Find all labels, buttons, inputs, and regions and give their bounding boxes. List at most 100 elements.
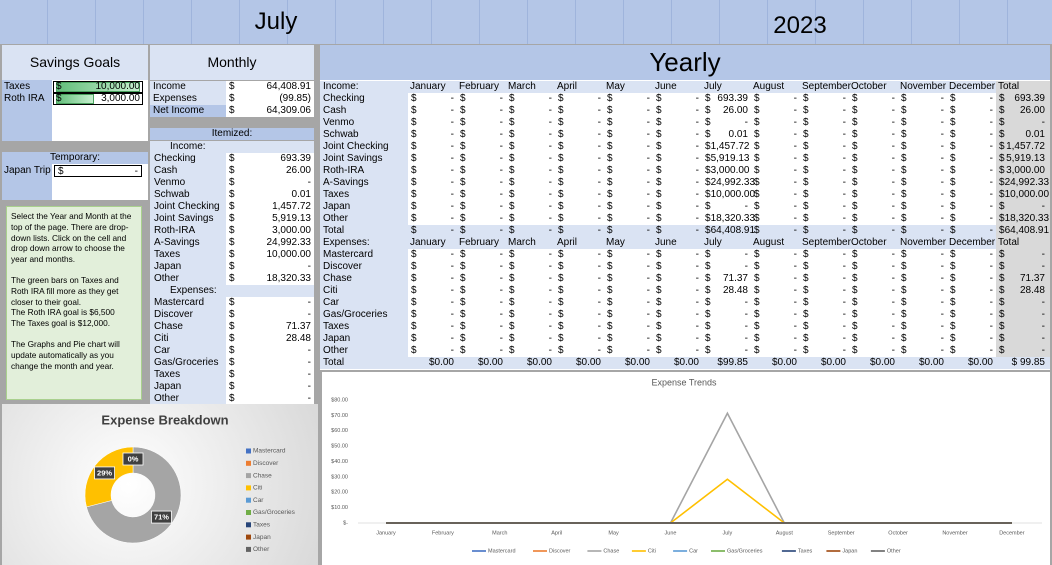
goal-value: $10,000.00 <box>53 81 143 93</box>
currency: $ <box>754 273 760 284</box>
currency: $ <box>411 261 417 272</box>
currency: $ <box>852 129 858 140</box>
amount: - <box>989 273 993 284</box>
amount: - <box>695 105 699 116</box>
cell: $ - <box>604 201 653 213</box>
amount: - <box>989 189 993 200</box>
currency: $ <box>509 321 515 332</box>
cell: $ - <box>800 273 849 285</box>
y-tick-label: $10.00 <box>331 505 348 511</box>
amount: - <box>989 117 993 128</box>
amount: - <box>450 93 454 104</box>
currency: $ <box>229 249 235 260</box>
cell: $ - <box>849 333 898 345</box>
amount: - <box>499 165 503 176</box>
cell: $3,000.00 <box>996 165 1048 177</box>
goal-value: $3,000.00 <box>53 93 143 105</box>
x-tick-label: January <box>376 530 396 536</box>
currency: $ <box>754 129 760 140</box>
table-header: Expenses: <box>323 237 370 248</box>
header-row-bg <box>320 81 1050 93</box>
currency: $ <box>509 129 515 140</box>
amount: - <box>695 189 699 200</box>
amount: 71.37 <box>1019 273 1045 284</box>
legend-label: Discover <box>549 548 571 554</box>
amount: - <box>989 213 993 224</box>
currency: $ <box>229 273 235 284</box>
amount: - <box>793 117 797 128</box>
amount: - <box>891 213 895 224</box>
legend-swatch <box>246 485 251 491</box>
currency: $ <box>705 345 711 356</box>
currency: $ <box>558 261 564 272</box>
currency: $ <box>754 321 760 332</box>
amount: - <box>842 273 846 284</box>
amount: 18,320.33 <box>266 273 312 284</box>
amount: - <box>597 249 601 260</box>
temp-name: Japan Trip <box>4 165 51 176</box>
currency: $ <box>558 345 564 356</box>
amount: - <box>793 309 797 320</box>
cell: $ - <box>849 189 898 201</box>
currency: $ <box>229 177 235 188</box>
amount: - <box>793 141 797 152</box>
currency: $ <box>950 189 956 200</box>
currency: $ <box>656 297 662 308</box>
currency: $ <box>229 237 235 248</box>
amount: - <box>597 129 601 140</box>
amount: 28.48 <box>722 285 748 296</box>
row-label: Japan <box>323 201 351 212</box>
total-row-bg <box>408 225 1050 237</box>
row-label-bg <box>320 285 408 297</box>
panel-title-bg <box>150 45 314 80</box>
row-label-bg <box>320 177 408 189</box>
amount: - <box>646 345 650 356</box>
currency: $ <box>607 93 613 104</box>
amount: - <box>499 249 503 260</box>
currency: $ <box>460 261 466 272</box>
cell: $ - <box>604 117 653 129</box>
currency: $ <box>705 117 711 128</box>
cell: $ - <box>751 153 800 165</box>
currency: $ <box>705 189 711 200</box>
amount: - <box>891 345 895 356</box>
amount: - <box>307 177 311 188</box>
cell: $ - <box>849 345 898 357</box>
currency: $ <box>558 309 564 320</box>
amount: - <box>450 333 454 344</box>
amount: - <box>793 105 797 116</box>
currency: $ <box>558 189 564 200</box>
row-label-bg <box>320 249 408 261</box>
amount: - <box>842 153 846 164</box>
row-label: Mastercard <box>323 249 374 260</box>
total-col-bg <box>996 165 1050 177</box>
cell: $ - <box>604 129 653 141</box>
currency: $ <box>999 273 1005 284</box>
currency: $ <box>950 249 956 260</box>
currency: $ <box>950 333 956 344</box>
amount: - <box>891 93 895 104</box>
amount: 64,408.91 <box>1004 225 1050 236</box>
row-label: Chase <box>323 273 352 284</box>
currency: $ <box>754 165 760 176</box>
amount: - <box>744 261 748 272</box>
legend-label: Japan <box>253 534 271 541</box>
cell: $ - <box>555 225 604 237</box>
amount: - <box>499 93 503 104</box>
currency: $ <box>950 177 956 188</box>
row-label: Discover <box>323 261 362 272</box>
amount: 0.01 <box>291 189 311 200</box>
amount: - <box>646 213 650 224</box>
currency: $ <box>705 177 711 188</box>
cell: $ - <box>849 117 898 129</box>
cell: $ - <box>849 249 898 261</box>
savings-title: Savings Goals <box>29 54 121 70</box>
header-band <box>0 0 1052 44</box>
amount: - <box>744 117 748 128</box>
value-area <box>226 153 314 285</box>
amount: - <box>307 261 311 272</box>
currency: $ <box>705 129 711 140</box>
amount: - <box>499 201 503 212</box>
month-header: August <box>753 237 785 248</box>
currency: $ <box>999 141 1005 152</box>
